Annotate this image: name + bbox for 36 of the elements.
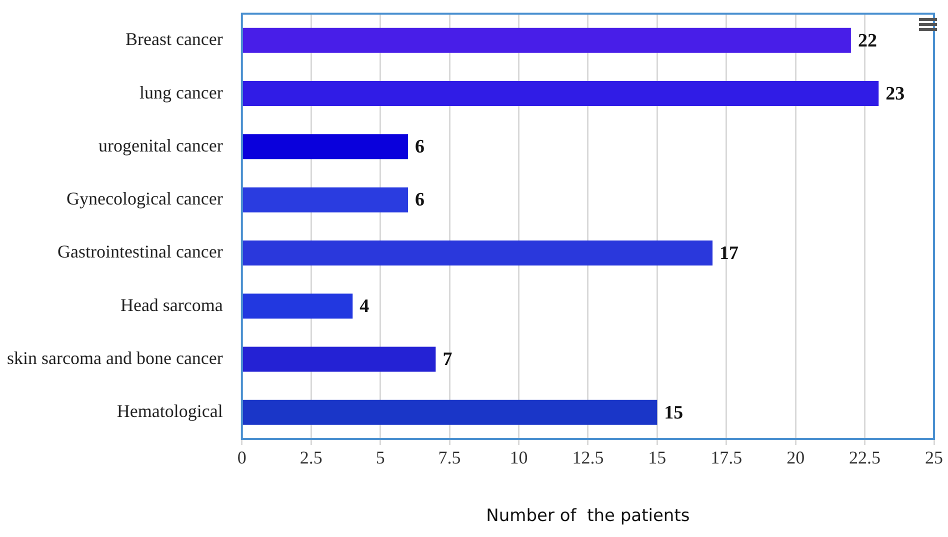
data-label: 7 (442, 349, 453, 370)
data-label: 17 (720, 242, 740, 264)
bar (242, 187, 408, 212)
y-tick-label: urogenital cancer (98, 135, 223, 156)
x-tick-label: 17.5 (710, 448, 742, 468)
bar (242, 240, 713, 266)
y-tick-label: skin sarcoma and bone cancer (6, 348, 223, 368)
data-label: 4 (360, 296, 370, 318)
y-tick-label: Breast cancer (125, 29, 223, 50)
data-label: 6 (415, 136, 425, 158)
bar (242, 28, 851, 53)
x-tick-label: 7.5 (438, 448, 461, 468)
x-axis-title: Number of the patients (486, 506, 690, 526)
bar (242, 400, 658, 425)
x-tick-label: 22.5 (849, 448, 881, 468)
x-tick-label: 25 (925, 448, 943, 468)
y-tick-label: Gynecological cancer (66, 188, 223, 209)
y-tick-label: lung cancer (139, 82, 223, 102)
bar (242, 81, 879, 106)
y-tick-label: Hematological (116, 401, 223, 422)
y-tick-label: Gastrointestinal cancer (57, 242, 223, 262)
x-tick-label: 2.5 (300, 448, 322, 468)
data-label: 23 (886, 83, 905, 104)
data-label: 22 (858, 30, 877, 52)
bar (242, 134, 408, 160)
x-tick-label: 10 (510, 448, 528, 468)
y-tick-label: Head sarcoma (120, 294, 223, 315)
x-tick-label: 12.5 (572, 448, 604, 468)
bar (242, 346, 436, 372)
x-tick-label: 20 (786, 448, 805, 468)
x-tick-label: 5 (376, 448, 385, 468)
x-tick-label: 15 (648, 448, 666, 468)
data-label: 15 (664, 402, 684, 424)
bar (242, 294, 353, 319)
data-label: 6 (415, 190, 425, 211)
x-tick-label: 0 (237, 448, 246, 468)
